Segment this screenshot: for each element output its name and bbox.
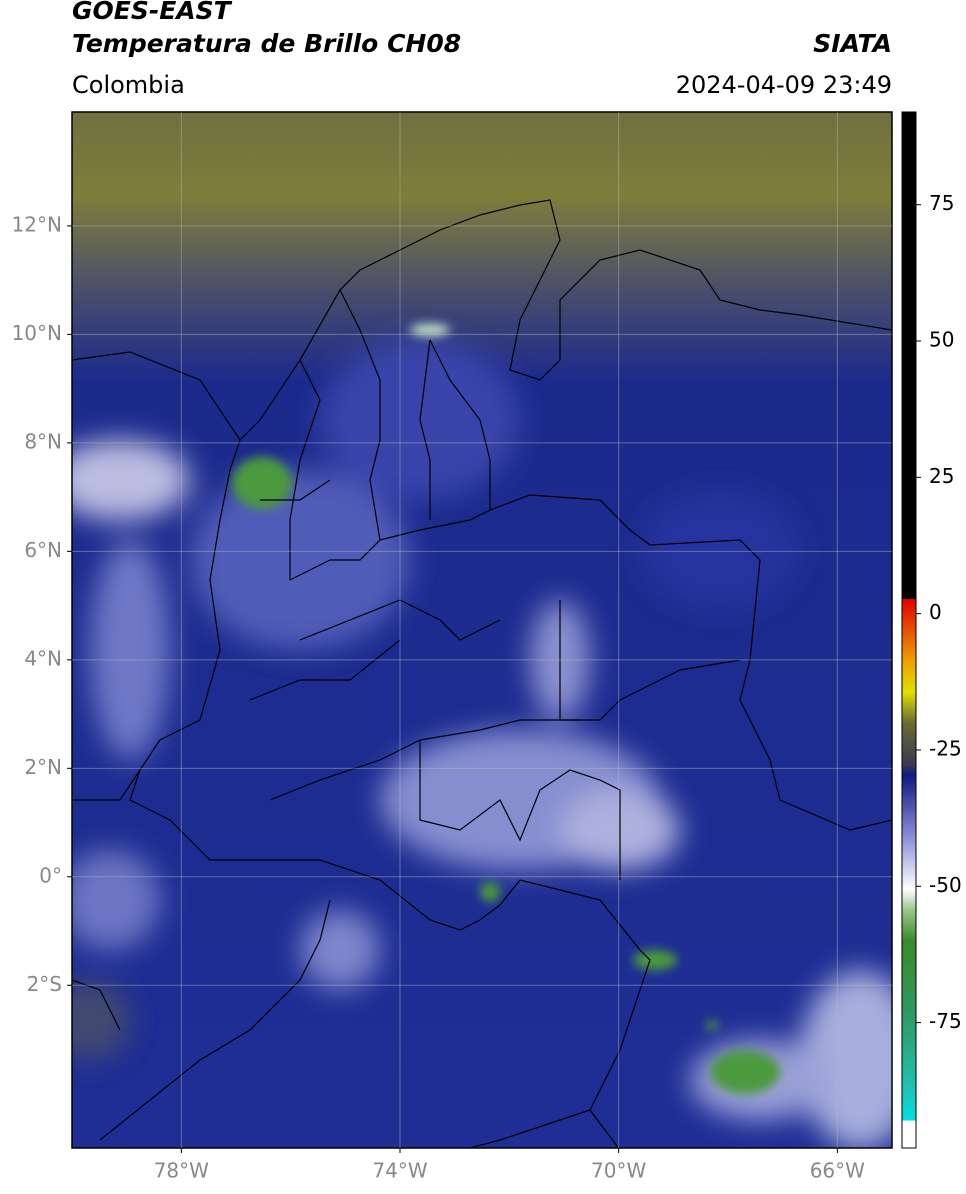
satellite-image <box>72 112 892 1148</box>
title: GOES-EAST <box>72 0 233 25</box>
lat-tick-label: 2°S <box>27 972 62 996</box>
colorbar-tick-label: -50 <box>929 873 962 897</box>
grid <box>72 112 892 1148</box>
lat-tick-label: 0° <box>39 863 62 887</box>
colorbar-tick-label: 50 <box>929 328 954 352</box>
lat-tick-label: 6°N <box>24 538 62 562</box>
lon-tick-label: 66°W <box>810 1159 865 1183</box>
region: Colombia <box>72 71 185 99</box>
lat-tick-label: 2°N <box>24 755 62 779</box>
lon-tick-label: 70°W <box>591 1159 646 1183</box>
colorbar-tick-label: -25 <box>929 736 962 760</box>
lon-tick-label: 78°W <box>154 1159 209 1183</box>
map-frame <box>71 111 893 1149</box>
timestamp: 2024-04-09 23:49 <box>676 71 892 99</box>
source: SIATA <box>813 29 892 58</box>
lon-tick-label: 74°W <box>372 1159 427 1183</box>
lat-tick-label: 10°N <box>12 321 62 345</box>
colorbar <box>901 111 917 1149</box>
subtitle: Temperatura de Brillo CH08 <box>72 29 461 58</box>
colorbar-tick-label: -75 <box>929 1009 962 1033</box>
colorbar-tick-label: 25 <box>929 464 954 488</box>
lat-tick-label: 4°N <box>24 646 62 670</box>
lat-tick-label: 12°N <box>12 212 62 236</box>
colorbar-tick-label: 0 <box>929 600 942 624</box>
colorbar-tick-label: 75 <box>929 191 954 215</box>
lat-tick-label: 8°N <box>24 429 62 453</box>
